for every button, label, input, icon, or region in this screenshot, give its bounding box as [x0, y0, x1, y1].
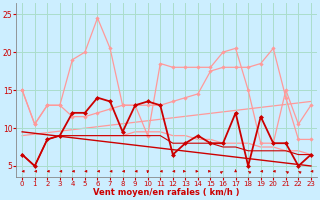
X-axis label: Vent moyen/en rafales ( km/h ): Vent moyen/en rafales ( km/h ) — [93, 188, 240, 197]
